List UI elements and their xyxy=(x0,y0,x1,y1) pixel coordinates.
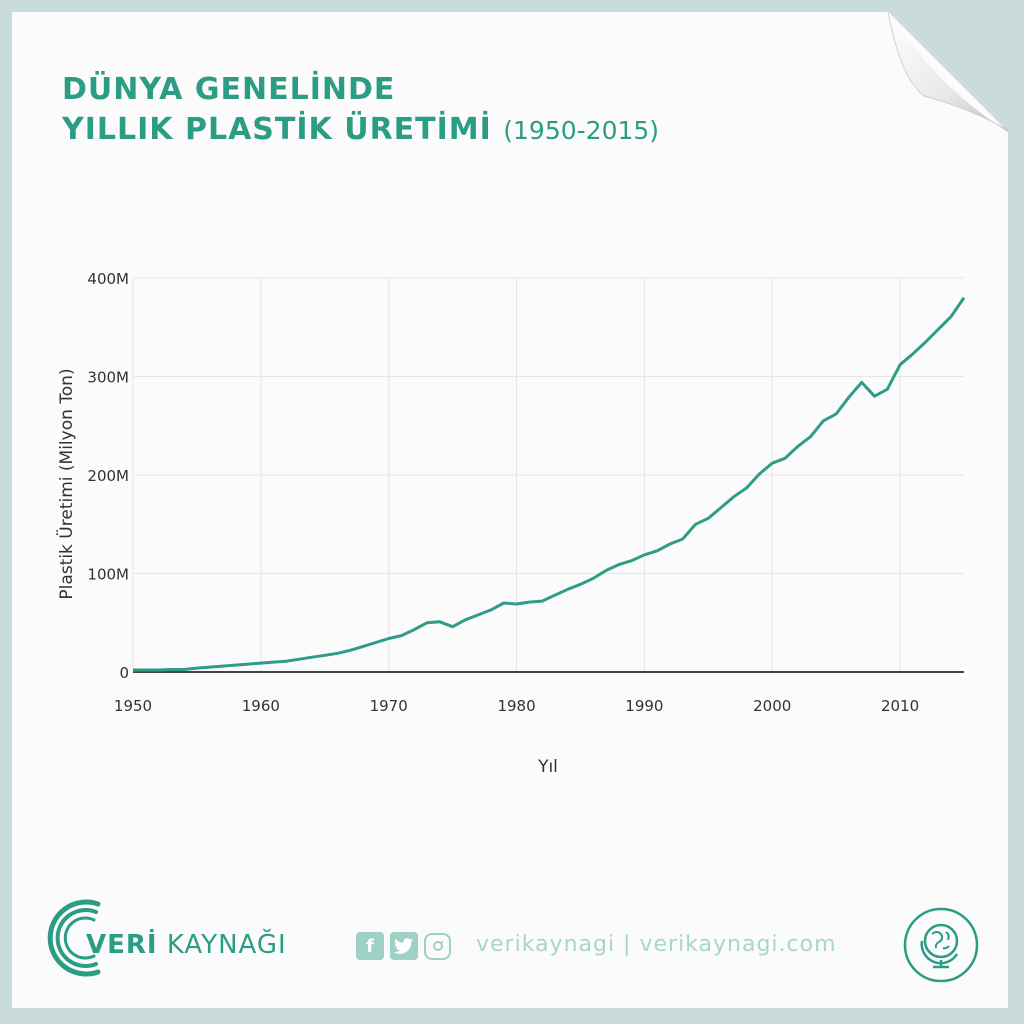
title-years: (1950-2015) xyxy=(503,116,660,145)
x-tick-label: 1980 xyxy=(497,697,535,715)
title-line-2: YILLIK PLASTİK ÜRETİMİ xyxy=(62,112,492,147)
brand-name: VERİ KAYNAĞI xyxy=(86,930,287,960)
x-tick-label: 2000 xyxy=(753,697,791,715)
x-tick-label: 2010 xyxy=(881,697,919,715)
paper-background xyxy=(12,12,1008,1008)
x-tick-label: 1990 xyxy=(625,697,663,715)
y-tick-label: 200M xyxy=(87,467,129,485)
y-tick-label: 400M xyxy=(87,270,129,288)
social-icons: f xyxy=(356,932,451,960)
x-tick-label: 1960 xyxy=(242,697,280,715)
y-tick-label: 100M xyxy=(87,566,129,584)
y-axis-label: Plastik Üretimi (Milyon Ton) xyxy=(55,368,77,599)
instagram-icon[interactable] xyxy=(424,932,451,960)
website-handle[interactable]: verikaynagi | verikaynagi.com xyxy=(476,932,837,957)
chart-title: DÜNYA GENELİNDE YILLIK PLASTİK ÜRETİMİ (… xyxy=(62,70,659,151)
grid-lines xyxy=(132,277,964,672)
x-tick-label: 1950 xyxy=(114,697,152,715)
tick-labels: 0 100M 200M 300M 400M 1950 1960 1970 1980 1990 200… xyxy=(87,270,919,715)
facebook-icon[interactable]: f xyxy=(356,932,384,960)
x-axis-label: Yıl xyxy=(537,757,558,777)
globe-icon xyxy=(903,907,979,983)
twitter-icon[interactable] xyxy=(390,932,418,960)
brand-logo-icon xyxy=(47,899,101,977)
title-line-1: DÜNYA GENELİNDE xyxy=(62,72,396,107)
brand-bold: VERİ xyxy=(86,930,158,960)
x-tick-label: 1970 xyxy=(370,697,408,715)
brand-rest: KAYNAĞI xyxy=(157,930,287,960)
series xyxy=(133,296,966,672)
y-tick-label: 300M xyxy=(87,369,129,387)
series-line xyxy=(133,296,966,672)
y-tick-label: 0 xyxy=(119,664,129,682)
